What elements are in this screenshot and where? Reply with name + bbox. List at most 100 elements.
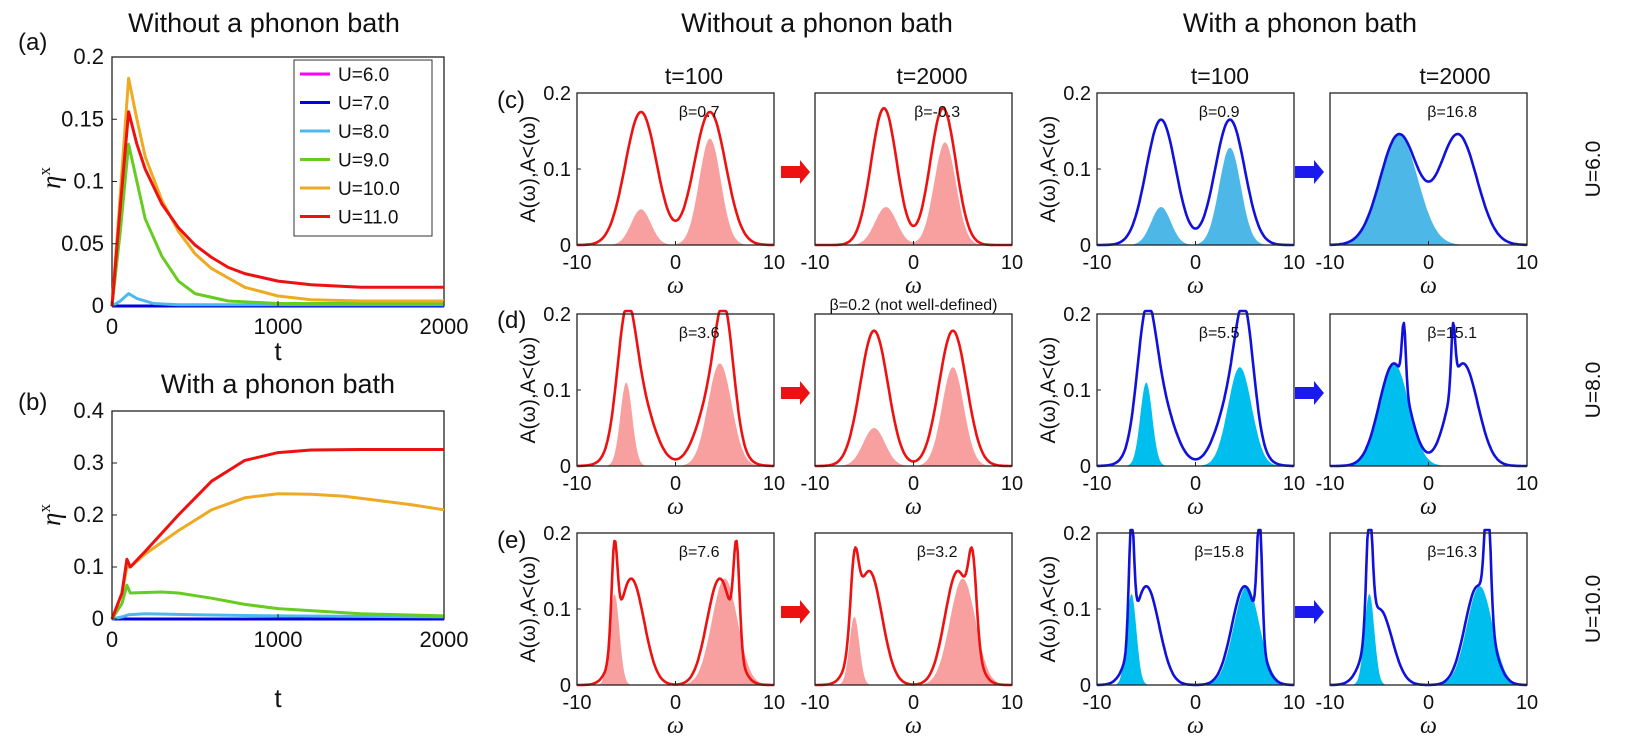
beta-label: β=3.6 <box>679 325 720 342</box>
lesser-spectrum-fill <box>1097 367 1294 466</box>
spectrum-panel: β=-0.3 -10 0 10 ω <box>801 92 1023 299</box>
spectrum-ytick-label: 0.1 <box>543 380 571 402</box>
panel-b-xtick-label: 0 <box>106 627 118 652</box>
lesser-spectrum-fill <box>577 363 774 466</box>
spectrum-xtick-label: -10 <box>801 692 830 714</box>
spectrum-xtick-label: 0 <box>1423 252 1434 274</box>
beta-label: β=0.7 <box>679 104 720 121</box>
beta-label: β=5.5 <box>1199 325 1240 342</box>
arrow-icon <box>781 160 810 185</box>
col-t2000-right: t=2000 <box>1420 63 1491 89</box>
spectrum-panel: β=16.3 -10 0 10 ω <box>1316 528 1538 739</box>
spectrum-ytick-label: 0.1 <box>543 159 571 181</box>
spectrum-xtick-label: 0 <box>908 692 919 714</box>
spectrum-xtick-label: 10 <box>763 473 785 495</box>
spectrum-ylabel: A(ω),A<(ω) <box>517 116 540 223</box>
panel-label-c: (c) <box>497 87 525 114</box>
panel-a-ytick-label: 0 <box>92 293 104 318</box>
u-value-label: U=10.0 <box>1582 575 1605 643</box>
spectral-function-line <box>1096 118 1295 247</box>
panel-b-chart: 0 1000 2000 0 0.1 0.2 0.3 0.4 ηx t <box>35 398 468 713</box>
panel-b-ytick-label: 0.3 <box>73 450 104 475</box>
panel-b-series-U=10.0 <box>110 492 445 620</box>
beta-label: β=0.2 (not well-defined) <box>830 297 998 314</box>
panel-a-ytick-label: 0.05 <box>61 231 104 256</box>
spectral-function-line <box>1096 309 1295 468</box>
spectrum-xtick-label: 10 <box>1283 252 1305 274</box>
spectrum-ytick-label: 0 <box>560 675 571 697</box>
panel-b-xlabel: t <box>274 683 282 713</box>
spectrum-xtick-label: 0 <box>908 473 919 495</box>
spectrum-ylabel: A(ω),A<(ω) <box>1037 556 1060 663</box>
spectrum-xlabel: ω <box>1420 273 1437 299</box>
spectrum-xlabel: ω <box>667 273 684 299</box>
spectral-function-line <box>576 539 775 687</box>
panel-b-title: With a phonon bath <box>161 369 395 399</box>
spectrum-panel: β=15.1 -10 0 10 ω <box>1316 313 1538 520</box>
lesser-spectrum-fill <box>1330 586 1527 685</box>
spectrum-ytick-label: 0.2 <box>543 523 571 545</box>
panel-b-xtick-label: 2000 <box>420 627 469 652</box>
legend-entry: U=10.0 <box>338 179 400 200</box>
col-t100-right: t=100 <box>1191 63 1249 89</box>
panel-a-xtick-label: 1000 <box>254 314 303 339</box>
spectrum-xlabel: ω <box>667 494 684 520</box>
panel-b-series-U=11.0 <box>110 448 444 620</box>
spectrum-panel: β=3.2 -10 0 10 ω <box>801 532 1023 739</box>
spectrum-xlabel: ω <box>667 713 684 739</box>
lesser-spectrum-fill <box>1097 586 1294 685</box>
spectrum-xtick-label: 0 <box>1190 692 1201 714</box>
spectrum-xlabel: ω <box>905 713 922 739</box>
spectrum-ylabel: A(ω),A<(ω) <box>517 337 540 444</box>
time-arrows <box>781 160 1324 625</box>
beta-label: β=15.8 <box>1194 544 1244 561</box>
arrow-icon <box>781 381 810 406</box>
panel-b-series-U=9.0 <box>110 583 445 620</box>
col-t2000-left: t=2000 <box>897 63 968 89</box>
spectrum-xtick-label: 0 <box>670 692 681 714</box>
panel-label-b: (b) <box>18 389 47 416</box>
spectrum-xtick-label: 10 <box>1516 252 1538 274</box>
panel-label-e: (e) <box>497 527 526 554</box>
spectrum-xtick-label: 0 <box>908 252 919 274</box>
spectrum-xlabel: ω <box>1187 273 1204 299</box>
spectrum-xtick-label: 10 <box>763 692 785 714</box>
spectrum-xtick-label: 0 <box>1423 473 1434 495</box>
spectrum-ytick-label: 0.1 <box>1063 599 1091 621</box>
panel-b-xtick-label: 1000 <box>254 627 303 652</box>
spectrum-xtick-label: -10 <box>563 692 592 714</box>
panel-b-ytick-label: 0.4 <box>73 398 104 423</box>
spectrum-xtick-label: 10 <box>1283 692 1305 714</box>
lesser-spectrum-fill <box>577 578 774 685</box>
panel-b-ytick-label: 0.1 <box>73 554 104 579</box>
lesser-spectrum-fill <box>577 138 774 245</box>
spectrum-xtick-label: -10 <box>1316 692 1345 714</box>
spectrum-ytick-label: 0.2 <box>543 304 571 326</box>
panel-a-ytick-label: 0.15 <box>61 106 104 131</box>
spectrum-ytick-label: 0.2 <box>1063 304 1091 326</box>
spectral-function-line <box>576 309 775 468</box>
spectrum-panel: β=16.8 -10 0 10 ω <box>1316 92 1538 299</box>
panel-a-xtick-label: 0 <box>106 314 118 339</box>
spectrum-ytick-label: 0 <box>560 456 571 478</box>
spectrum-ytick-label: 0.1 <box>1063 159 1091 181</box>
beta-label: β=16.3 <box>1427 544 1477 561</box>
lesser-spectrum-fill <box>815 142 1012 245</box>
spectral-function-line <box>1329 132 1528 247</box>
panel-a-series-U=10.0 <box>110 76 444 307</box>
legend-entry: U=9.0 <box>338 151 389 172</box>
spectrum-xtick-label: 0 <box>1423 692 1434 714</box>
u-value-label: U=6.0 <box>1582 141 1605 198</box>
beta-label: β=15.1 <box>1427 325 1477 342</box>
panel-a-ytick-label: 0.2 <box>73 44 104 69</box>
spectrum-ytick-label: 0.2 <box>543 83 571 105</box>
legend-entry: U=7.0 <box>338 94 389 115</box>
spectrum-xtick-label: -10 <box>1316 252 1345 274</box>
legend: U=6.0 U=7.0 U=8.0 U=9.0 U=10.0 U=11.0 <box>293 59 433 237</box>
legend-entry: U=8.0 <box>338 122 389 143</box>
beta-label: β=7.6 <box>679 544 720 561</box>
